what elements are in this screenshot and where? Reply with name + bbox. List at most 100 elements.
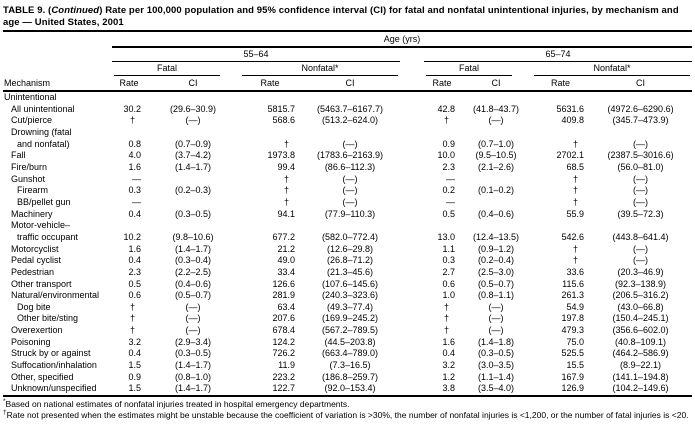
column-spacer: [400, 174, 424, 186]
rate-cell: 281.9: [272, 290, 295, 301]
ci-cell: (3.7–4.2): [174, 150, 212, 161]
column-spacer: [400, 139, 424, 151]
footnote-marker: †: [3, 409, 7, 417]
ci-cell: (513.2–624.0): [321, 115, 379, 126]
ci-cell: (8.9–22.1): [620, 360, 662, 371]
rate-cell: —: [132, 173, 141, 184]
age-group-55-64-label: 55–64: [112, 48, 400, 62]
table-title: TABLE 9. (Continued) Rate per 100,000 po…: [3, 5, 692, 32]
rate-cell: 0.4: [128, 348, 141, 359]
rate-cell: 0.6: [128, 290, 141, 301]
footnotes: *Based on national estimates of nonfatal…: [3, 398, 692, 421]
ci-cell: (—): [342, 173, 358, 184]
ci-cell: (2.9–3.4): [174, 336, 212, 347]
column-spacer: [400, 360, 424, 372]
ci-cell: [146, 174, 240, 186]
ci-cell: (26.8–71.2): [326, 255, 374, 266]
column-spacer: [400, 232, 424, 244]
rate-cell: 1.6: [128, 243, 141, 254]
table-row: Gunshot — † (—) — † (—): [3, 174, 692, 186]
table-row: Suffocation/inhalation 1.5 (1.4–1.7) 11.9 (7…: [3, 360, 692, 372]
ci-cell: (0.7–0.9): [174, 138, 212, 149]
column-spacer: [400, 91, 424, 104]
ci-cell: (567.2–789.5): [321, 325, 379, 336]
rate-cell: 15.5: [566, 360, 584, 371]
mechanism-label: Unknown/unspecified: [11, 383, 97, 394]
header-corner-blank: [3, 33, 112, 47]
rate-cell: 126.9: [561, 383, 584, 394]
rate-column-header: Rate: [424, 76, 460, 92]
ci-cell: (0.3–0.5): [174, 348, 212, 359]
table-row: Overexertion † (—) 678.4 (567.2–789.5) † (—) 47…: [3, 325, 692, 337]
rate-cell: 207.6: [272, 313, 295, 324]
header-row-outcome: Fatal Nonfatal* Fatal Nonfatal*: [3, 62, 692, 76]
table-row: Other, specified 0.9 (0.8–1.0) 223.2 (186.8–…: [3, 372, 692, 384]
rate-cell: 726.2: [272, 348, 295, 359]
table-title-continued: Continued: [51, 5, 100, 16]
age-group-65-74: 65–74: [424, 47, 693, 62]
column-spacer: [400, 290, 424, 302]
rate-cell: 542.6: [561, 231, 584, 242]
mechanism-label: Overexertion: [11, 325, 63, 336]
ci-column-header: CI: [589, 76, 693, 92]
nonfatal-header-55-64: Nonfatal*: [240, 62, 400, 76]
ci-cell: (92.0–153.4): [324, 383, 376, 394]
ci-cell: (7.3–16.5): [329, 360, 371, 371]
ci-cell: (92.3–138.9): [615, 278, 667, 289]
rate-cell: [532, 127, 589, 139]
ci-cell: [460, 197, 532, 209]
table-row: Pedal cyclist 0.4 (0.3–0.4) 49.0 (26.8–71.2)…: [3, 255, 692, 267]
ci-cell: (49.3–77.4): [326, 301, 374, 312]
rate-cell: 409.8: [561, 115, 584, 126]
ci-cell: (—): [185, 301, 201, 312]
mechanism-label: Struck by or against: [11, 348, 91, 359]
ci-cell: (0.9–1.2): [477, 243, 515, 254]
footnote-text: Rate not presented when the estimates mi…: [6, 409, 689, 420]
ci-column-header: CI: [460, 76, 532, 92]
rate-cell: †: [129, 325, 135, 336]
ci-cell: (1783.6–2163.9): [316, 150, 384, 161]
rate-cell: 0.5: [128, 278, 141, 289]
ci-cell: (—): [633, 173, 649, 184]
ci-cell: (—): [633, 196, 649, 207]
ci-cell: (0.4–0.6): [174, 278, 212, 289]
column-spacer: [400, 127, 424, 139]
table-row: Pedestrian 2.3 (2.2–2.5) 33.4 (21.3–45.6) 2.7…: [3, 267, 692, 279]
column-spacer: [400, 313, 424, 325]
rate-cell: 3.2: [442, 360, 455, 371]
rate-cell: 99.4: [277, 161, 295, 172]
column-spacer: [400, 279, 424, 291]
rate-cell: 678.4: [272, 325, 295, 336]
mechanism-label: Other bite/sting: [17, 313, 79, 324]
ci-cell: (169.9–245.2): [321, 313, 379, 324]
ci-cell: [460, 91, 532, 104]
mechanism-label: Fire/burn: [11, 161, 48, 172]
mechanism-label: Natural/environmental: [11, 290, 100, 301]
ci-cell: (663.4–789.0): [321, 348, 379, 359]
ci-cell: (12.4–13.5): [472, 231, 520, 242]
ci-cell: (—): [633, 255, 649, 266]
rate-cell: 115.6: [562, 278, 584, 289]
fatal-header-55-64: Fatal: [112, 62, 240, 76]
nonfatal-header-65-74: Nonfatal*: [532, 62, 692, 76]
rate-cell: †: [572, 255, 578, 266]
rate-column-header: Rate: [112, 76, 146, 92]
rate-cell: 4.0: [128, 150, 141, 161]
rate-cell: 0.4: [442, 348, 455, 359]
footnote-asterisk: *Based on national estimates of nonfatal…: [3, 398, 692, 410]
rate-cell: 2.3: [128, 266, 141, 277]
mechanism-label: Pedal cyclist: [11, 255, 62, 266]
rate-cell: †: [283, 173, 289, 184]
rate-cell: 10.2: [123, 231, 141, 242]
ci-cell: (29.6–30.9): [169, 103, 217, 114]
column-spacer: [400, 185, 424, 197]
rate-cell: 55.9: [566, 208, 584, 219]
ci-cell: (—): [633, 243, 649, 254]
table-row: Dog bite † (—) 63.4 (49.3–77.4) † (—) 54.9 (43.0…: [3, 302, 692, 314]
fatal-header-65-74: Fatal: [424, 62, 532, 76]
table-row: Firearm 0.3 (0.2–0.3) † (—) 0.2 (0.1–0.2) † (—): [3, 185, 692, 197]
ci-cell: (1.4–1.7): [174, 243, 212, 254]
footnote-marker: *: [3, 398, 6, 406]
mechanism-label: Cut/pierce: [11, 115, 53, 126]
rate-cell: 33.6: [566, 266, 584, 277]
